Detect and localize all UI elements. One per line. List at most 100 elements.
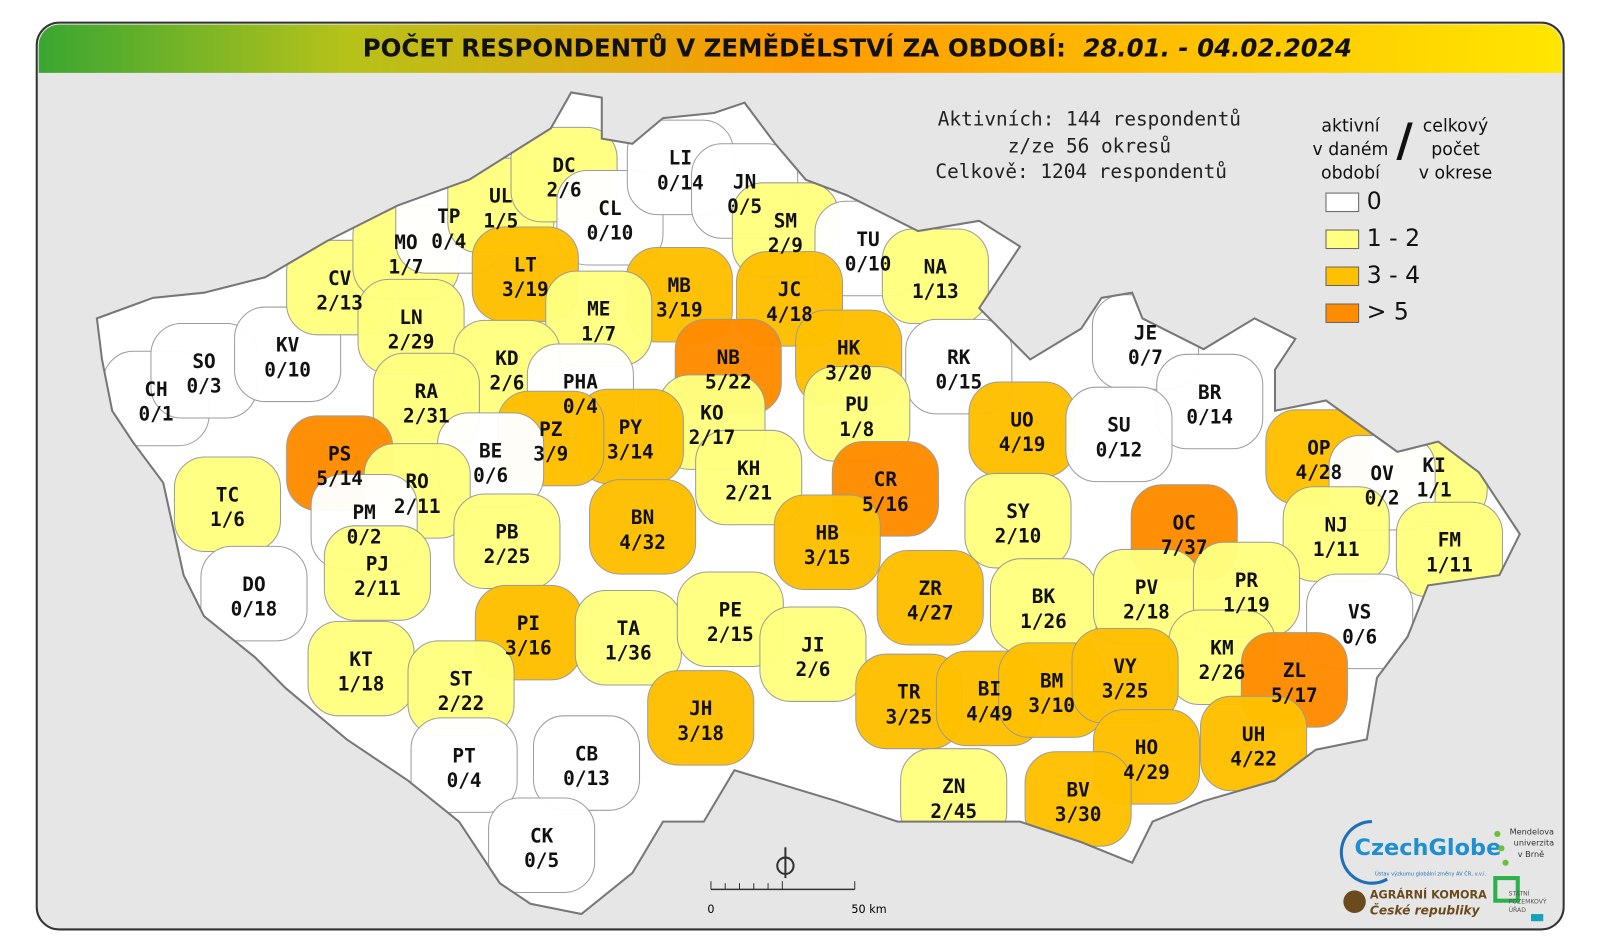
logo-spu: ÚŘAD [1509, 905, 1527, 914]
district-code: KV [276, 334, 300, 357]
district-code: LI [669, 147, 692, 170]
district-code: OC [1173, 511, 1196, 534]
district-code: CB [575, 742, 598, 765]
district-count: 5/16 [862, 493, 909, 516]
district-count: 1/36 [605, 642, 652, 665]
legend-heading: v daném [1313, 140, 1389, 160]
district-count: 2/25 [484, 545, 531, 568]
district-code: MO [394, 231, 417, 254]
logo-agrarni: AGRÁRNÍ KOMORA [1370, 889, 1487, 902]
period: 28.01. - 04.02.2024 [1083, 33, 1352, 62]
district-count: 0/10 [264, 358, 311, 381]
district-code: DO [242, 573, 265, 596]
district-code: NA [924, 256, 948, 279]
district-code: HO [1135, 736, 1158, 759]
district-count: 0/13 [563, 767, 610, 790]
district-code: FM [1438, 529, 1461, 552]
district-count: 1/6 [210, 508, 245, 531]
district-code: HK [837, 337, 861, 360]
district-code: TA [617, 617, 641, 640]
district-area [589, 479, 697, 575]
legend-heading: počet [1431, 140, 1480, 160]
district-code: BK [1032, 585, 1056, 608]
logo-mendelu: univerzita [1514, 838, 1554, 848]
district-count: 1/11 [1313, 538, 1360, 561]
scale-bar: 0 50 km [707, 881, 887, 916]
district-count: 1/7 [581, 322, 616, 345]
district-area [773, 494, 881, 591]
district-code: LN [399, 306, 422, 329]
district-code: JH [689, 697, 712, 720]
district-count: 0/7 [1128, 346, 1163, 369]
district-count: 0/2 [347, 526, 382, 549]
district-count: 0/4 [563, 395, 598, 418]
district-count: 1/13 [912, 280, 959, 303]
district-code: MB [668, 274, 691, 297]
district-count: 2/11 [354, 577, 401, 600]
district-code: PI [517, 612, 540, 635]
title: POČET RESPONDENTŮ V ZEMĚDĚLSTVÍ ZA OBDOB… [363, 32, 1066, 62]
district-count: 0/6 [473, 464, 508, 487]
district-count: 0/5 [727, 195, 762, 218]
district-count: 3/25 [1102, 680, 1149, 703]
district-count: 0/10 [845, 252, 892, 275]
district-code: VY [1113, 655, 1137, 678]
district-count: 3/9 [533, 442, 568, 465]
district-count: 4/22 [1230, 747, 1277, 770]
district-code: TP [437, 205, 460, 228]
district-code: PM [352, 501, 375, 524]
district-code: UL [489, 185, 512, 208]
legend-heading: aktivní [1321, 116, 1380, 136]
district-area [1065, 386, 1173, 483]
district-count: 4/32 [619, 531, 666, 554]
district-code: UH [1242, 723, 1265, 746]
legend-label: 1 - 2 [1367, 224, 1420, 252]
summary-line: Celkově: 1204 respondentů [935, 160, 1227, 183]
district-code: PE [719, 599, 742, 622]
district-count: 0/6 [1342, 625, 1377, 648]
district-count: 2/45 [930, 800, 977, 823]
district-code: PV [1135, 576, 1159, 599]
district-code: PB [495, 520, 518, 543]
district-code: CH [144, 378, 167, 401]
legend: 0 1 - 2 3 - 4 > 5 [1325, 187, 1420, 326]
district-code: VS [1348, 601, 1371, 624]
district-count: 5/17 [1271, 684, 1318, 707]
district-count: 0/15 [935, 371, 982, 394]
district-code: RO [406, 470, 429, 493]
district-code: KM [1210, 637, 1233, 660]
scale-label: 50 km [851, 903, 886, 916]
district-code: SM [774, 209, 797, 232]
district-code: PJ [366, 552, 389, 575]
district-code: OP [1307, 436, 1330, 459]
district-count: 2/15 [707, 623, 754, 646]
district-count: 3/25 [885, 705, 932, 728]
logo-mendelu: Mendelova [1510, 826, 1554, 836]
district-code: PR [1235, 569, 1259, 592]
district-code: DC [552, 154, 575, 177]
district-code: KD [495, 347, 518, 370]
legend-label: > 5 [1367, 298, 1409, 326]
logo-spu: POZEMKOVÝ [1509, 897, 1547, 906]
district-code: BI [978, 678, 1001, 701]
legend-heading: celkový [1423, 116, 1488, 136]
district-count: 3/19 [502, 278, 549, 301]
district-code: BE [479, 439, 502, 462]
district-code: NB [717, 346, 740, 369]
north-arrow [776, 847, 795, 879]
district-code: CV [328, 267, 352, 290]
district-count: 1/1 [1417, 478, 1452, 501]
district-code: SU [1107, 414, 1130, 437]
district-count: 0/5 [524, 849, 559, 872]
district-count: 1/7 [388, 256, 423, 279]
district-code: ST [449, 667, 472, 690]
district-count: 1/5 [483, 209, 518, 232]
district-code: TC [216, 483, 239, 506]
title-bar [38, 24, 1562, 73]
district-code: ME [587, 298, 610, 321]
district-code: PT [452, 744, 475, 767]
district-count: 7/37 [1161, 536, 1208, 559]
district-count: 2/13 [316, 291, 363, 314]
district-count: 4/19 [999, 433, 1046, 456]
district-count: 1/11 [1426, 553, 1473, 576]
